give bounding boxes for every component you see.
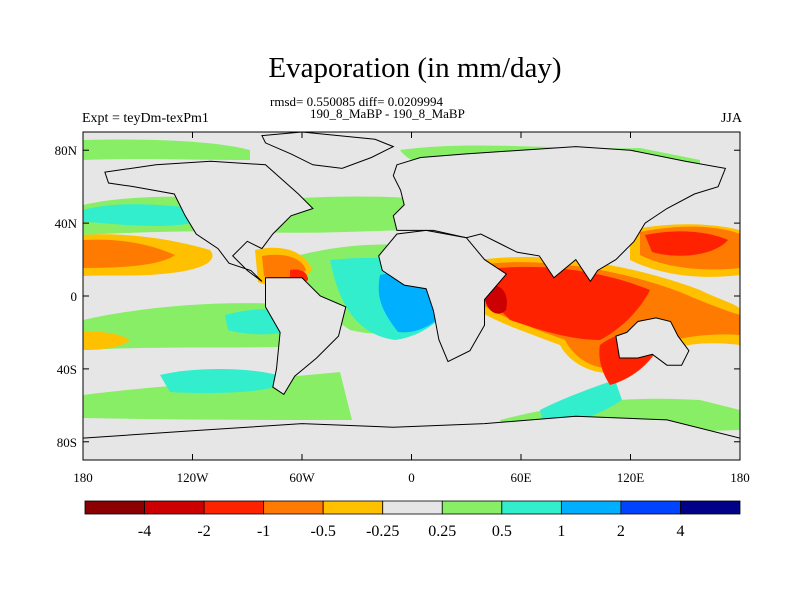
field-patch [83,139,250,160]
plot-subtitle: rmsd= 0.550085 diff= 0.0209994 [270,94,443,109]
land-outline [615,317,690,366]
latitude-axis: 80N 40N 0 40S 80S [55,143,740,450]
colorbar-swatch [441,500,503,515]
colorbar-swatch [620,500,681,515]
y-tick-label: 80S [57,435,77,450]
colorbar-swatch [144,500,205,515]
field-patch [83,204,211,226]
land-outline [104,160,314,282]
colorbar-level-label: 1 [557,523,565,540]
experiment-label: Expt = teyDm-texPm1 [82,111,209,126]
land-outline [83,415,740,460]
colorbar-level-label: 2 [617,523,625,540]
colorbar-swatch [203,500,265,515]
colorbar-swatch [84,500,145,515]
y-tick-label: 40S [57,362,77,377]
coastline-layer [83,132,740,460]
colorbar-level-label: -4 [138,523,151,540]
x-tick-label: 180 [73,470,93,485]
land-outline [378,229,508,363]
colorbar-swatch [263,500,324,515]
field-patch [83,239,175,268]
x-tick-label: 180 [730,470,750,485]
x-tick-label: 0 [408,470,415,485]
x-tick-label: 120W [177,470,210,485]
colorbar-level-label: -1 [257,523,270,540]
longitude-axis: 180 120W 60W 0 60E 120E 180 [73,132,750,485]
colorbar-level-label: 0.5 [492,523,512,540]
colorbar-level-label: 0.25 [428,523,456,540]
colorbar-swatch [322,500,384,515]
land-outline [392,146,727,283]
field-patch [83,331,130,350]
land-outline [265,277,347,396]
colorbar-level-label: -0.25 [366,523,399,540]
field-patch [645,231,728,256]
colorbar-swatch [680,500,741,515]
x-tick-label: 60W [289,470,315,485]
x-tick-label: 120E [617,470,645,485]
x-tick-label: 60E [511,470,532,485]
colorbar-swatch [382,500,443,515]
colorbar: -4 -2 -1 -0.5 -0.25 0.25 0.5 1 2 4 [84,500,741,540]
case-label: 190_8_MaBP - 190_8_MaBP [310,106,465,121]
colorbar-level-label: 4 [676,523,684,540]
colorbar-level-label: -0.5 [311,523,336,540]
colorbar-swatch [501,500,562,515]
y-tick-label: 40N [55,216,78,231]
y-tick-label: 80N [55,143,78,158]
season-label: JJA [720,111,742,126]
field-patch [480,266,650,340]
colorbar-level-label: -2 [197,523,210,540]
land-outline [261,132,395,169]
plot-title: Evaporation (in mm/day) [268,52,562,84]
colorbar-swatch [560,500,622,515]
field-patch [160,368,290,394]
y-tick-label: 0 [71,289,78,304]
